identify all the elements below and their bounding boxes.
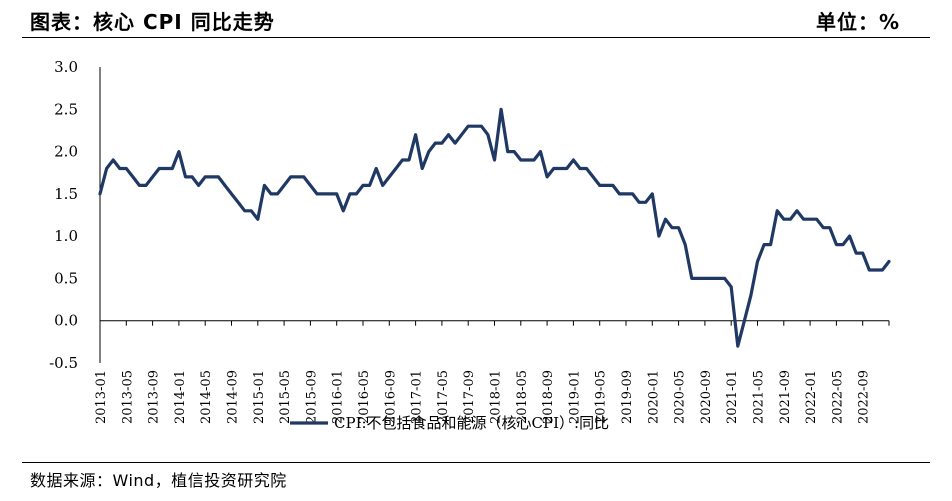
y-tick-label: 3.0 <box>54 58 78 76</box>
x-tick-label: 2014-01 <box>173 370 188 424</box>
x-tick-label: 2015-05 <box>278 370 293 424</box>
x-tick-label: 2016-09 <box>383 370 398 424</box>
x-tick-label: 2019-01 <box>567 370 582 424</box>
page-title: 图表：核心 CPI 同比走势 <box>30 10 275 34</box>
x-tick-label: 2021-01 <box>725 370 740 424</box>
unit-label: 单位：% <box>815 10 900 34</box>
line-chart: 3.0 2.5 2.0 1.5 1.0 0.5 0.0 -0.5 2013-01 2013-05 2… <box>49 58 891 432</box>
y-tick-label: 2.5 <box>54 100 78 118</box>
x-tick-label: 2018-01 <box>489 370 504 424</box>
x-tick-label: 2021-05 <box>752 370 767 424</box>
y-tick-label: 0.0 <box>54 312 78 330</box>
x-tick-label: 2013-09 <box>147 370 162 424</box>
y-tick-label: 0.5 <box>54 269 78 287</box>
x-tick-label: 2019-09 <box>620 370 635 424</box>
x-tick-label: 2018-09 <box>541 370 556 424</box>
y-tick-label: 1.0 <box>54 227 78 245</box>
x-tick-label: 2015-01 <box>252 370 267 424</box>
x-tick-label: 2022-05 <box>830 370 845 424</box>
y-tick-label: 1.5 <box>54 185 78 203</box>
top-divider <box>22 37 930 38</box>
series-line-core-cpi <box>98 107 891 348</box>
x-tick-label: 2014-09 <box>226 370 241 424</box>
x-tick-label: 2022-09 <box>857 370 872 424</box>
x-tick-label: 2018-05 <box>515 370 530 424</box>
x-tick-label: 2017-09 <box>462 370 477 424</box>
x-tick-label: 2020-01 <box>646 370 661 424</box>
y-tick-label: 2.0 <box>54 143 78 161</box>
x-tick-label: 2020-09 <box>699 370 714 424</box>
x-tick-label: 2017-01 <box>410 370 425 424</box>
x-tick-label: 2015-09 <box>304 370 319 424</box>
x-tick-label: 2013-01 <box>94 370 109 424</box>
legend-label: CPI:不包括食品和能源（核心CPI）:同比 <box>334 414 609 432</box>
x-tick-label: 2014-05 <box>199 370 214 424</box>
x-tick-label: 2019-05 <box>594 370 609 424</box>
x-tick-label: 2022-01 <box>804 370 819 424</box>
header: 图表：核心 CPI 同比走势 单位：% <box>0 0 952 38</box>
x-tick-label: 2020-05 <box>673 370 688 424</box>
bottom-divider <box>22 462 930 463</box>
x-tick-label: 2021-09 <box>778 370 793 424</box>
x-tick-label: 2017-05 <box>436 370 451 424</box>
x-tick-label: 2013-05 <box>120 370 135 424</box>
x-tick-label: 2016-05 <box>357 370 372 424</box>
y-tick-label: -0.5 <box>49 354 78 372</box>
x-tick-label: 2016-01 <box>331 370 346 424</box>
source-note: 数据来源：Wind，植信投资研究院 <box>30 471 287 490</box>
